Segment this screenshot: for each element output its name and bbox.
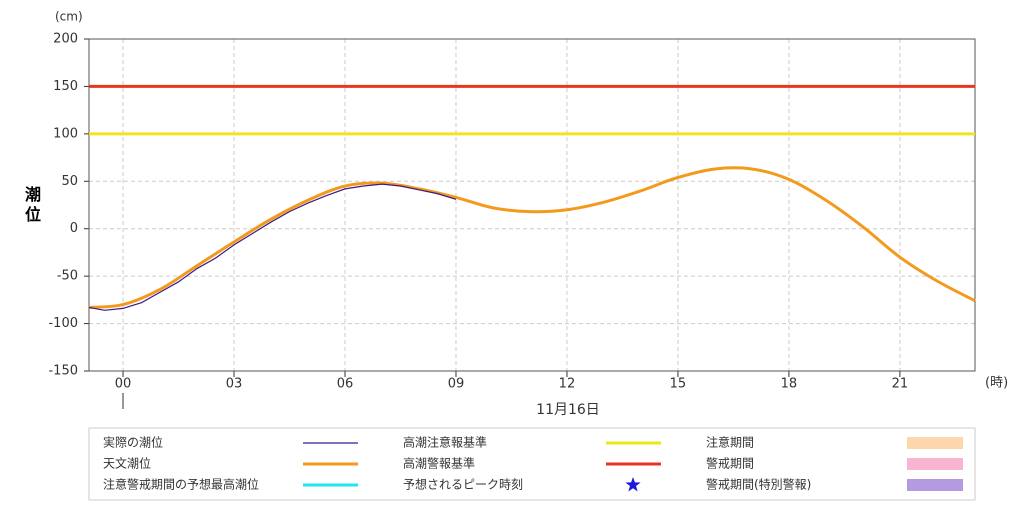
legend-box [88, 427, 976, 501]
legend-label: 警戒期間 [706, 456, 754, 471]
x-tick-label: 00 [115, 377, 132, 392]
y-tick-label: 200 [53, 32, 78, 47]
y-tick-label: 150 [53, 79, 78, 94]
legend-label: 高潮注意報基準 [403, 435, 487, 450]
legend-swatch [907, 437, 963, 449]
y-unit: (cm) [55, 10, 83, 24]
x-tick-label: 12 [559, 377, 576, 392]
legend-label: 注意警戒期間の予想最高潮位 [103, 477, 259, 492]
series-line [88, 183, 457, 311]
series-line [88, 166, 976, 309]
y-tick-label: 0 [70, 221, 78, 236]
legend-label: 警戒期間(特別警報) [706, 477, 811, 492]
x-tick-label: 06 [337, 377, 354, 392]
x-tick-label: 09 [448, 377, 465, 392]
legend-swatch [907, 479, 963, 491]
legend-label: 実際の潮位 [103, 435, 163, 450]
y-axis-label: 潮位 [25, 185, 41, 224]
x-tick-label: 21 [892, 377, 909, 392]
y-tick-label: 50 [61, 174, 78, 189]
legend-label: 高潮警報基準 [403, 456, 475, 471]
legend-label: 予想されるピーク時刻 [403, 477, 523, 492]
x-tick-label: 15 [670, 377, 687, 392]
y-axis-label-char: 潮 [25, 185, 41, 204]
legend-swatch [907, 458, 963, 470]
y-tick-label: -50 [57, 269, 78, 284]
date-label: 11月16日 [536, 402, 600, 418]
y-tick-label: 100 [53, 126, 78, 141]
x-unit: (時) [985, 376, 1008, 391]
y-tick-label: -150 [48, 364, 78, 379]
legend-star [625, 477, 641, 492]
x-tick-label: 18 [781, 377, 798, 392]
x-tick-label: 03 [226, 377, 243, 392]
legend-label: 注意期間 [706, 435, 754, 450]
y-tick-label: -100 [48, 316, 78, 331]
y-axis-label-char: 位 [25, 205, 41, 224]
legend-label: 天文潮位 [103, 456, 151, 471]
plot-frame [88, 38, 976, 372]
